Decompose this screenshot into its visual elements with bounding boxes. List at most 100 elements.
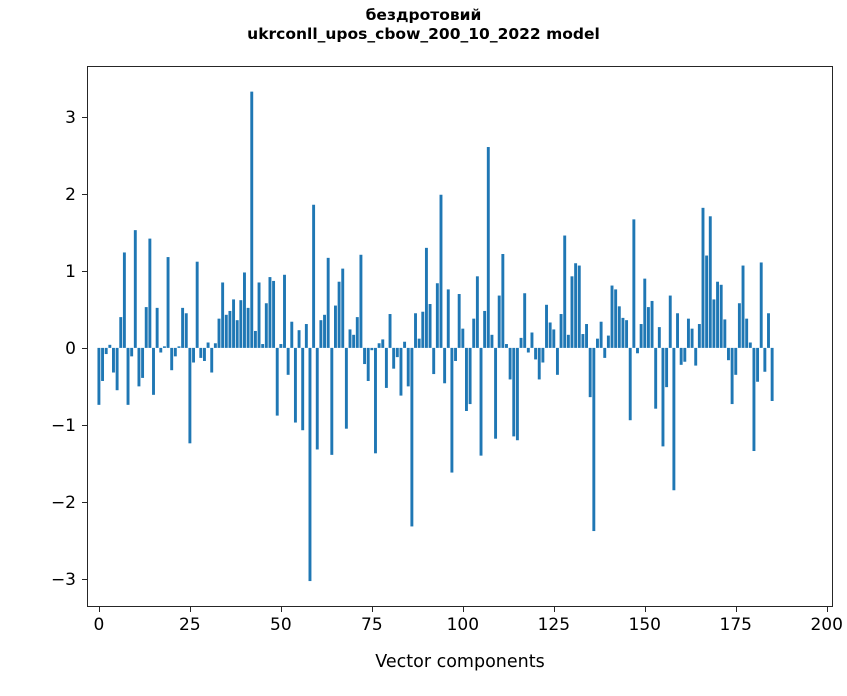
x-tick-mark [826, 606, 828, 612]
bar [366, 347, 370, 381]
bar [716, 281, 720, 348]
bar [275, 347, 279, 416]
bar [253, 330, 257, 348]
bar [213, 343, 217, 348]
x-tick-mark [735, 606, 737, 612]
bar [272, 280, 276, 348]
bar [454, 347, 457, 361]
y-tick-label: 1 [65, 261, 76, 282]
bar [177, 346, 181, 348]
bar [424, 247, 428, 348]
bar [101, 347, 105, 381]
bar [432, 347, 436, 375]
bar [166, 257, 170, 348]
bar [308, 347, 312, 582]
bar [162, 346, 166, 348]
bar [283, 274, 286, 348]
bar [344, 347, 348, 429]
bar [701, 207, 705, 348]
bar [122, 252, 126, 348]
bar [181, 307, 185, 348]
bar [526, 347, 530, 353]
bar [235, 320, 239, 348]
bar [552, 329, 556, 348]
bar [683, 347, 687, 362]
bar [210, 347, 214, 373]
bar [155, 307, 159, 348]
bar [119, 317, 123, 348]
bar [719, 284, 723, 348]
chart-title: бездротовий ukrconll_upos_cbow_200_10_20… [0, 6, 847, 44]
bar [414, 313, 417, 348]
bar [625, 320, 629, 348]
bar [490, 334, 494, 348]
bar [446, 289, 450, 348]
bar [657, 327, 661, 348]
bar [170, 347, 174, 371]
bar [348, 329, 352, 348]
bar [355, 317, 359, 348]
x-tick-mark [280, 606, 282, 612]
bar [705, 255, 709, 348]
x-tick-label: 200 [810, 615, 843, 635]
bar [639, 324, 643, 348]
bar [159, 347, 163, 353]
bar [559, 314, 563, 348]
bar [417, 338, 421, 348]
bar [392, 347, 396, 369]
bar [555, 347, 559, 375]
y-tick-label: 2 [65, 184, 76, 205]
bar [341, 268, 345, 348]
bar [148, 238, 152, 348]
bar [173, 347, 177, 357]
bar [108, 344, 112, 348]
y-tick-mark: −1 [51, 416, 88, 436]
bar [537, 347, 541, 380]
bar [650, 300, 654, 348]
bar [264, 303, 268, 348]
bar [606, 335, 610, 348]
bar [363, 347, 367, 365]
bar [486, 147, 490, 348]
bar [770, 347, 774, 401]
bar [192, 347, 195, 363]
bar [384, 347, 388, 388]
bar [206, 342, 210, 348]
bar [323, 314, 326, 348]
bar [759, 262, 763, 348]
bar [763, 347, 767, 372]
bar [515, 347, 519, 441]
bar [228, 310, 232, 348]
y-tick-mark: −3 [51, 570, 88, 590]
bar [377, 343, 381, 348]
x-axis-label: Vector components [375, 652, 545, 672]
bar [545, 304, 548, 348]
bar-series [97, 91, 774, 582]
x-tick-label: 100 [446, 615, 480, 635]
bar [475, 276, 479, 348]
bar [374, 347, 377, 454]
bar [330, 347, 334, 455]
bar [130, 347, 134, 357]
bar [399, 347, 403, 396]
bar [530, 332, 534, 348]
bar [577, 265, 581, 348]
bar [748, 342, 752, 348]
bar [243, 272, 246, 348]
bar [570, 276, 574, 348]
bar [519, 337, 523, 348]
bar [359, 254, 363, 348]
y-tick-label: 0 [65, 338, 76, 359]
bar [144, 307, 148, 348]
bar [767, 313, 770, 348]
bar [646, 307, 650, 348]
bar [388, 314, 392, 348]
bar [293, 347, 297, 423]
plot-axes-frame: 3 2 1 0 −1 −2 −3 0 25 50 75 100 125 150 175 200 [51, 66, 843, 635]
bar [472, 318, 476, 348]
bar [734, 347, 738, 375]
bar [566, 334, 570, 348]
bar [279, 344, 283, 348]
y-tick-label: 3 [65, 108, 76, 129]
